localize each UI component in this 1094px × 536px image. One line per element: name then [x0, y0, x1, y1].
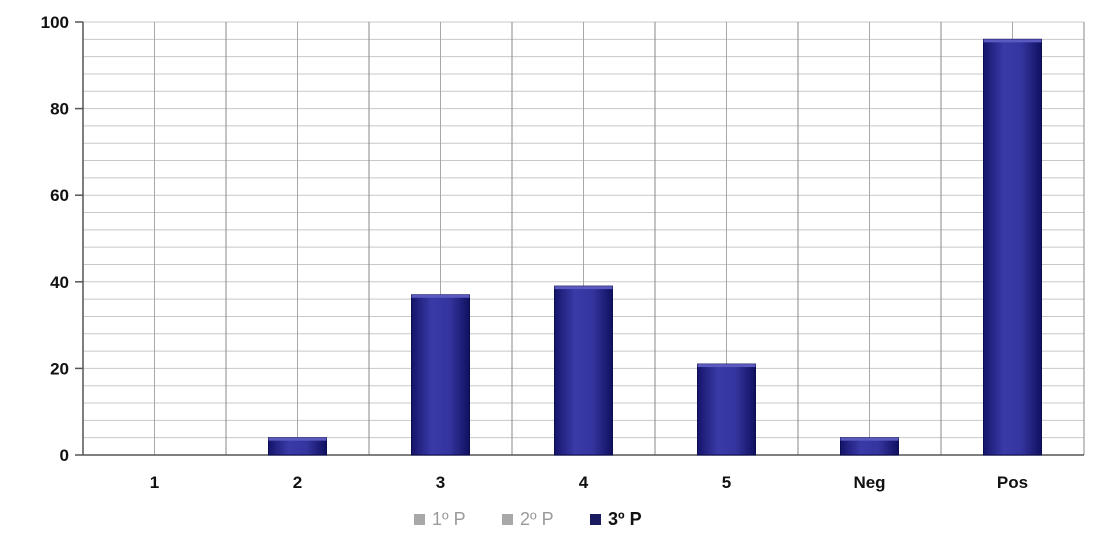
x-tick-label: 1: [150, 473, 159, 492]
y-tick-label: 0: [60, 446, 69, 465]
y-tick-label: 60: [50, 186, 69, 205]
bar-top-highlight: [411, 294, 470, 298]
x-tick-label: Neg: [853, 473, 885, 492]
bar-3: [411, 294, 470, 456]
bars: [268, 38, 1042, 456]
legend-label: 1º P: [432, 509, 466, 529]
y-tick-label: 100: [41, 13, 69, 32]
x-tick-label: 4: [579, 473, 589, 492]
y-tick-label: 80: [50, 100, 69, 119]
legend: 1º P 2º P 3º P: [414, 509, 642, 529]
bar-top-highlight: [268, 437, 327, 441]
bar-top-highlight: [554, 286, 613, 290]
y-tick-label: 20: [50, 359, 69, 378]
legend-label: 2º P: [520, 509, 554, 529]
x-tick-label: 3: [436, 473, 445, 492]
legend-swatch: [590, 514, 601, 525]
bar-top-highlight: [983, 39, 1042, 43]
x-tick-label: Pos: [997, 473, 1028, 492]
bar-5: [697, 363, 756, 456]
y-tick-label: 40: [50, 273, 69, 292]
legend-swatch: [414, 514, 425, 525]
legend-swatch: [502, 514, 513, 525]
x-tick-label: 5: [722, 473, 731, 492]
bar-4: [554, 285, 613, 456]
x-tick-labels: 1 2 3 4 5 Neg Pos: [150, 473, 1028, 492]
bar-top-highlight: [697, 364, 756, 368]
legend-label: 3º P: [608, 509, 642, 529]
y-tick-labels: 0 20 40 60 80 100: [41, 13, 69, 465]
bar-pos: [983, 38, 1042, 456]
x-tick-label: 2: [293, 473, 302, 492]
bar-top-highlight: [840, 437, 899, 441]
grid-lines: [82, 21, 1085, 456]
